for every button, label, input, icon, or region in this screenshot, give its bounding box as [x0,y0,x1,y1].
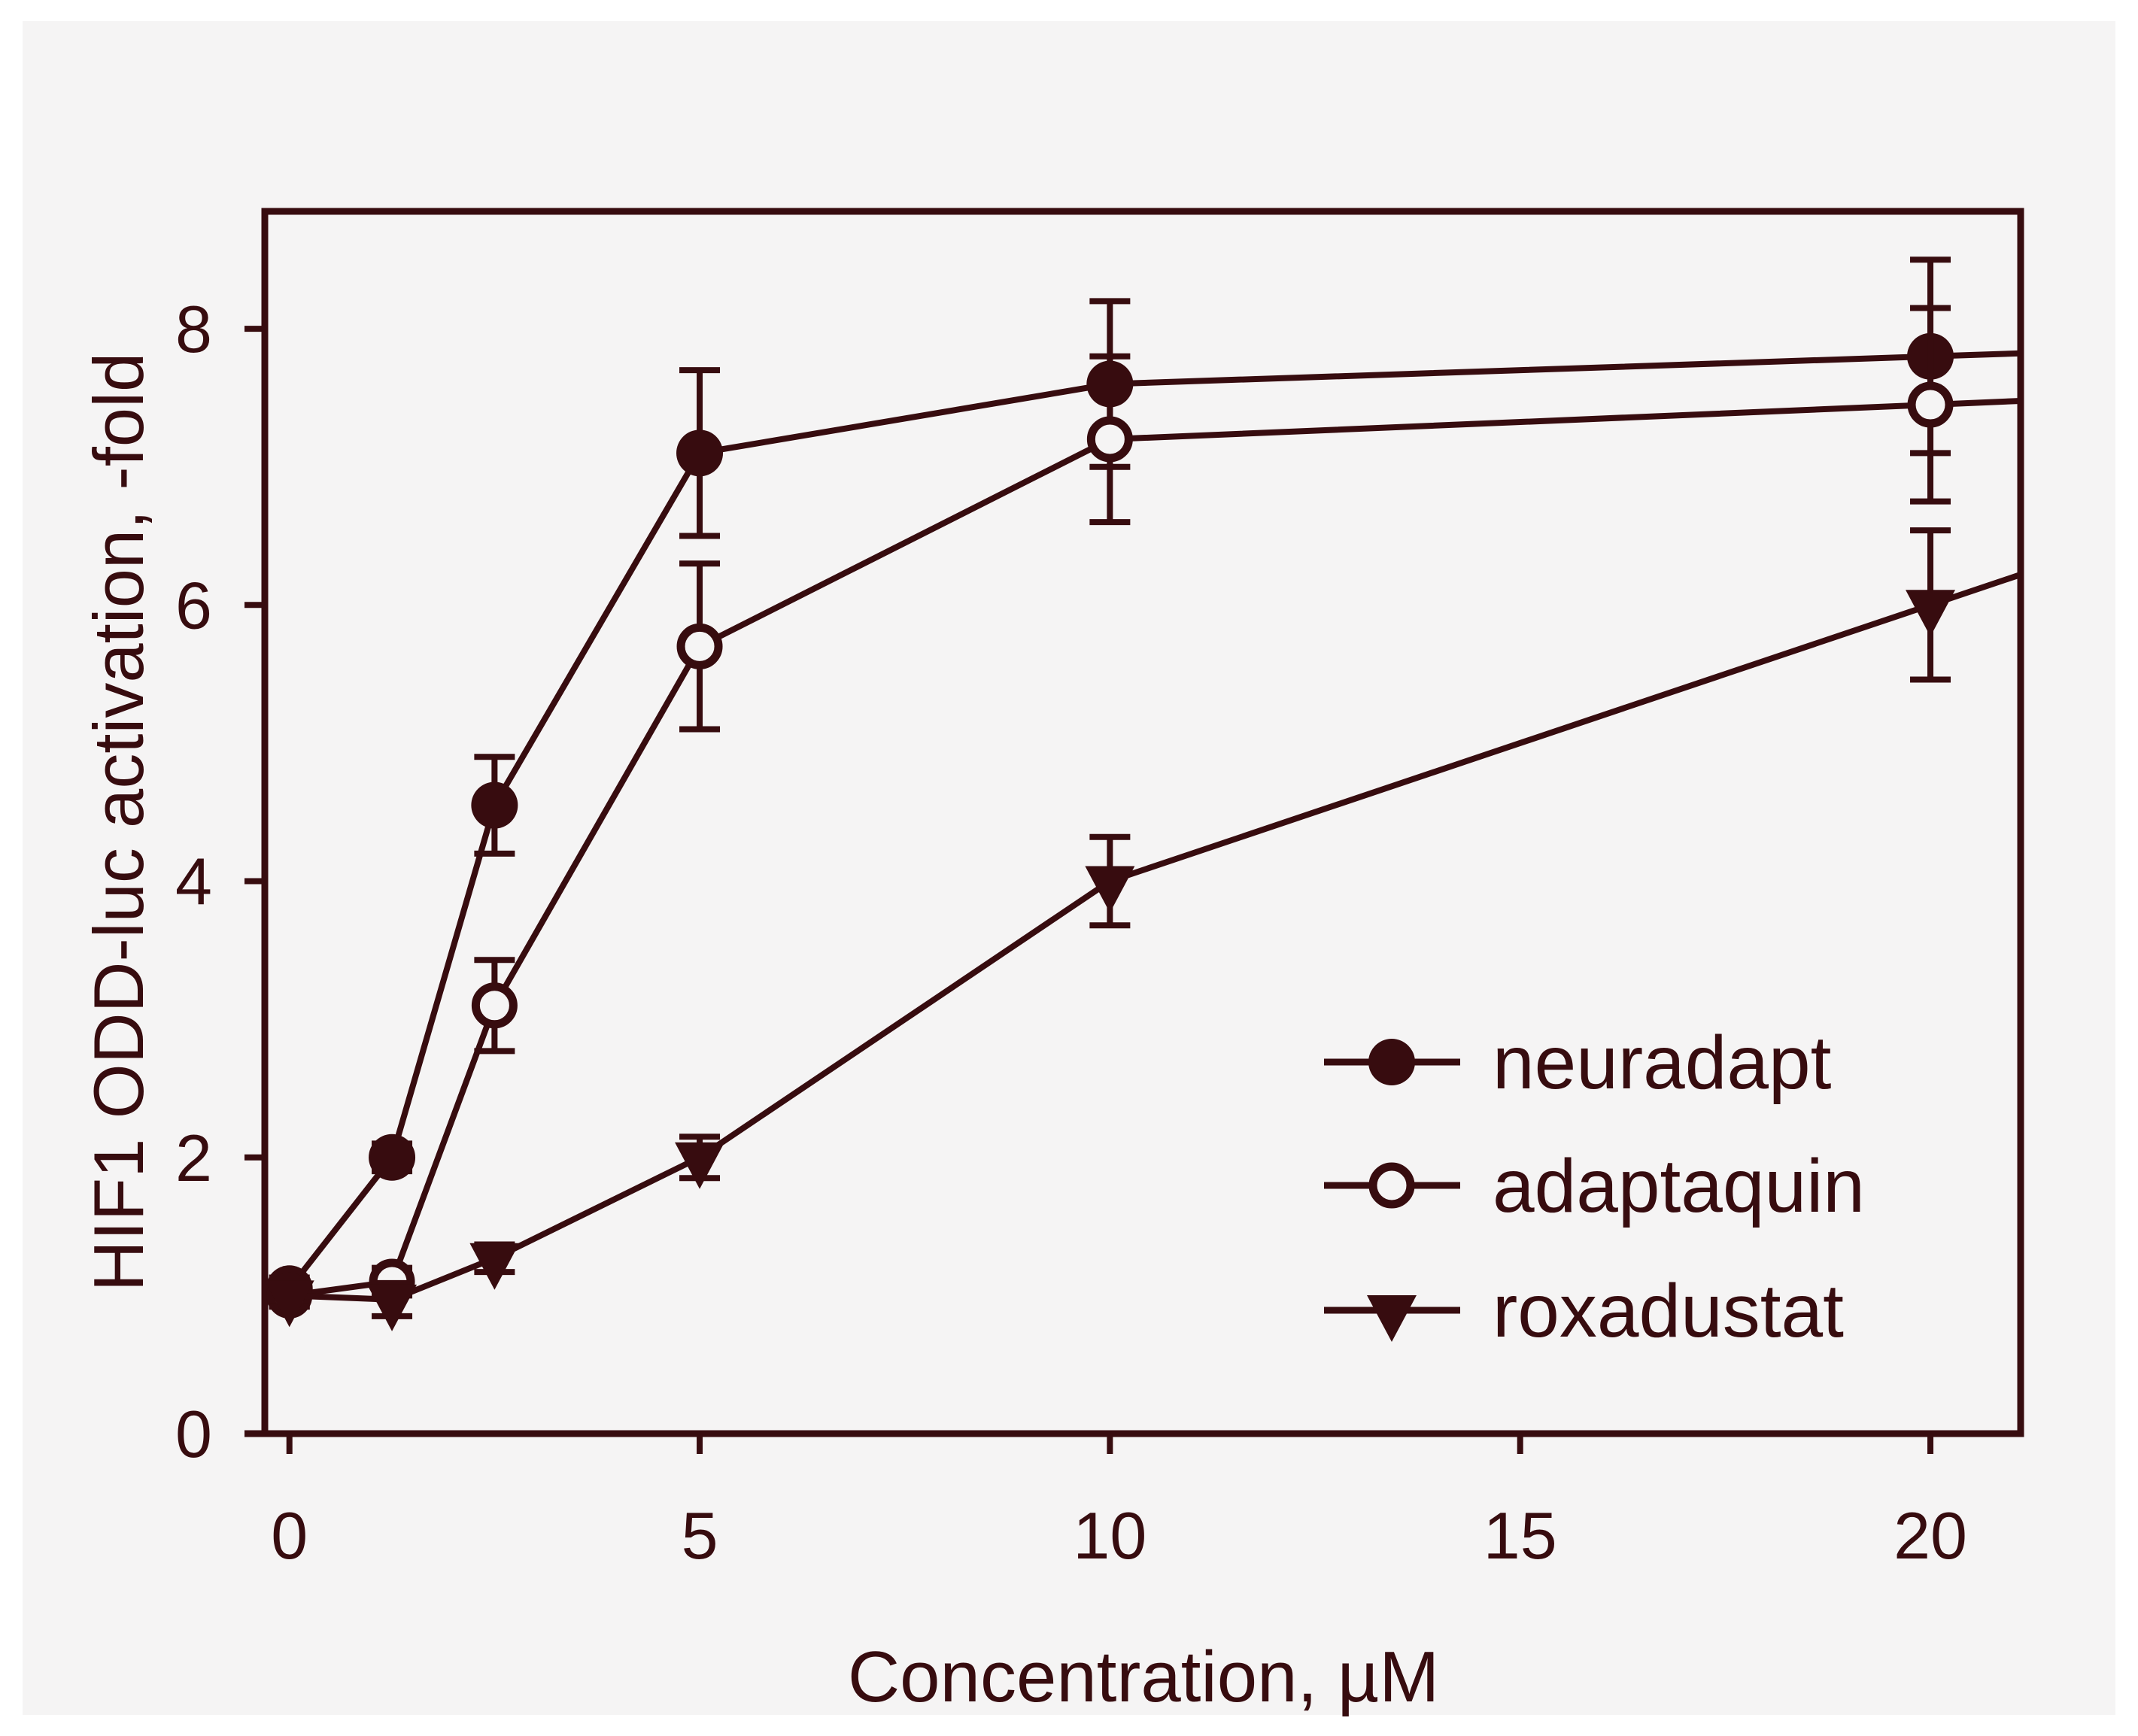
y-tick-label-2: 4 [175,845,212,919]
y-tick-label-0: 0 [175,1397,212,1471]
legend-filled-triangle-down-icon [1367,1295,1417,1342]
x-tick-label-3: 15 [1484,1498,1557,1573]
marker-neuradapt-2 [471,782,518,829]
legend-label-adaptaquin: adaptaquin [1493,1144,1865,1228]
marker-neuradapt-1 [369,1134,416,1181]
y-tick-label-1: 2 [175,1121,212,1195]
legend-item-neuradapt: neuradapt [1324,1021,1832,1105]
marker-roxadustat-1 [367,1284,418,1331]
marker-roxadustat-0 [264,1280,314,1328]
x-tick-label-0: 0 [271,1498,308,1573]
x-tick-label-1: 5 [682,1498,718,1573]
legend-filled-circle-icon [1368,1039,1415,1085]
marker-roxadustat-5 [1906,590,1956,637]
marker-adaptaquin-2 [471,982,518,1029]
marker-adaptaquin-3 [676,623,723,669]
y-tick-label-4: 8 [175,292,212,366]
marker-roxadustat-4 [1085,866,1135,913]
x-axis-title: Concentration, µM [848,1637,1439,1717]
marker-adaptaquin-4 [1086,416,1133,463]
legend: neuradapt adaptaquin roxadustat [1324,1021,1865,1353]
panel-background [23,21,2115,1715]
series-adaptaquin [266,305,2021,1319]
legend-open-circle-icon [1368,1162,1415,1209]
y-tick-label-3: 6 [175,568,212,642]
series-roxadustat [264,527,2022,1331]
y-axis-title: HIF1 ODD-luc activation, -fold [79,353,158,1291]
legend-label-neuradapt: neuradapt [1493,1021,1832,1105]
marker-roxadustat-2 [469,1243,520,1290]
marker-adaptaquin-5 [1907,381,1954,428]
marker-roxadustat-3 [675,1142,725,1189]
legend-item-adaptaquin: adaptaquin [1324,1144,1865,1228]
marker-neuradapt-3 [676,429,724,477]
x-tick-label-2: 10 [1073,1498,1146,1573]
x-tick-label-4: 20 [1894,1498,1967,1573]
legend-label-roxadustat: roxadustat [1493,1269,1844,1353]
legend-item-roxadustat: roxadustat [1324,1269,1844,1353]
